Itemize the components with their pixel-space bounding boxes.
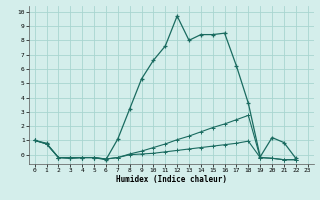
X-axis label: Humidex (Indice chaleur): Humidex (Indice chaleur)	[116, 175, 227, 184]
